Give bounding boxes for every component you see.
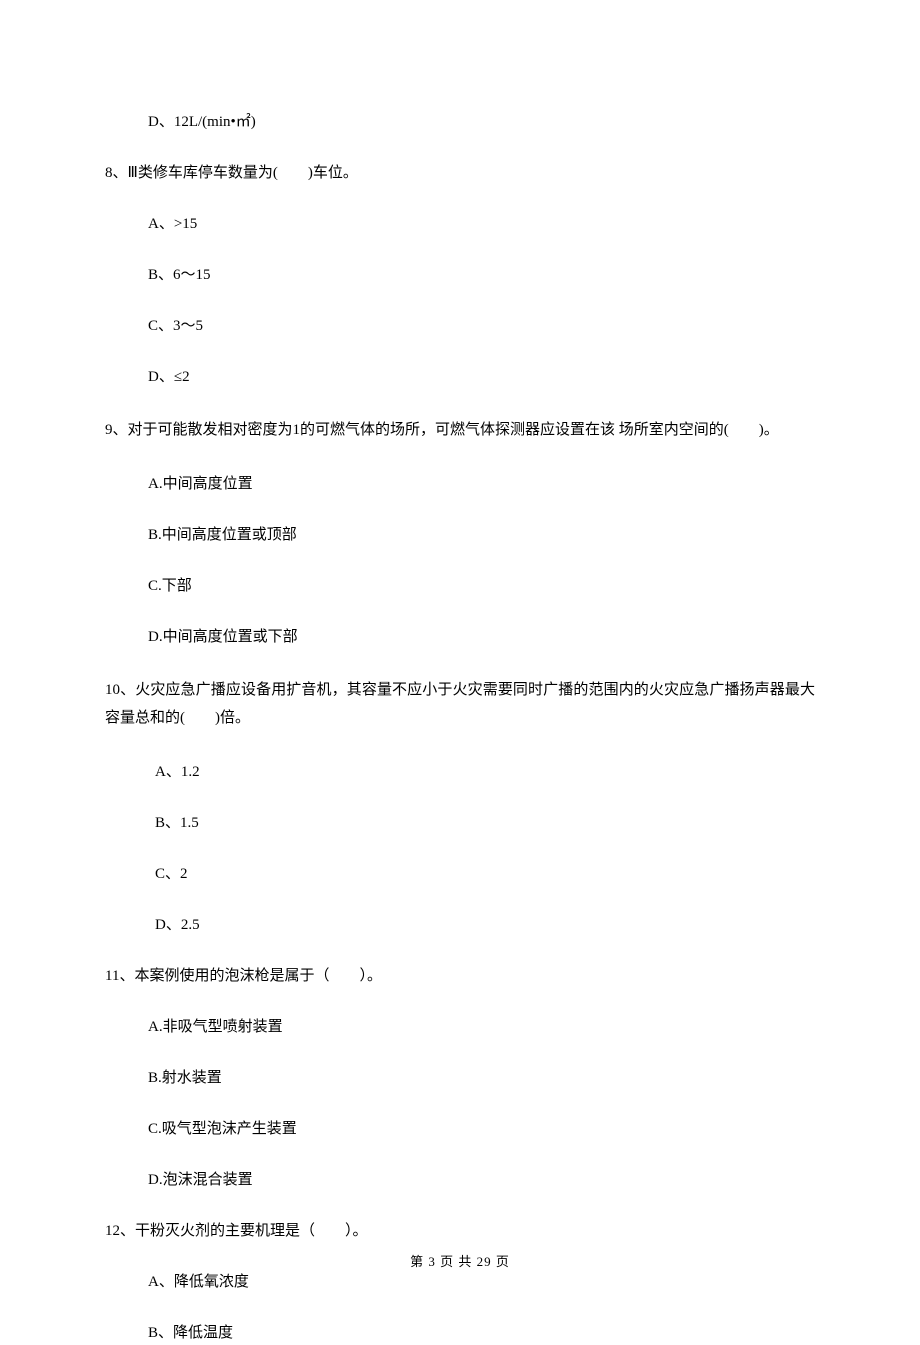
q11-option-d: D.泡沫混合装置 bbox=[105, 1168, 815, 1192]
q10-option-b: B、1.5 bbox=[105, 811, 815, 835]
q9-option-d: D.中间高度位置或下部 bbox=[105, 625, 815, 649]
q9-option-c: C.下部 bbox=[105, 574, 815, 598]
q8-stem: 8、Ⅲ类修车库停车数量为( )车位。 bbox=[105, 161, 815, 185]
q11-option-c: C.吸气型泡沫产生装置 bbox=[105, 1117, 815, 1141]
document-body: D、12L/(min•㎡) 8、Ⅲ类修车库停车数量为( )车位。 A、>15 B… bbox=[105, 110, 815, 1345]
q8-option-c: C、3～5 bbox=[105, 314, 815, 338]
q10-stem: 10、火灾应急广播应设备用扩音机，其容量不应小于火灾需要同时广播的范围内的火灾应… bbox=[105, 676, 815, 733]
q10-option-d: D、2.5 bbox=[105, 913, 815, 937]
q9-option-b: B.中间高度位置或顶部 bbox=[105, 523, 815, 547]
q9-stem: 9、对于可能散发相对密度为1的可燃气体的场所，可燃气体探测器应设置在该 场所室内… bbox=[105, 416, 815, 445]
q11-option-a: A.非吸气型喷射装置 bbox=[105, 1015, 815, 1039]
q9-option-a: A.中间高度位置 bbox=[105, 472, 815, 496]
q11-option-b: B.射水装置 bbox=[105, 1066, 815, 1090]
q8-option-b: B、6～15 bbox=[105, 263, 815, 287]
q8-option-d: D、≤2 bbox=[105, 365, 815, 389]
q11-stem: 11、本案例使用的泡沫枪是属于（ ）。 bbox=[105, 964, 815, 988]
q7-option-d: D、12L/(min•㎡) bbox=[105, 110, 815, 134]
q10-option-c: C、2 bbox=[105, 862, 815, 886]
q12-option-a: A、降低氧浓度 bbox=[105, 1270, 815, 1294]
q10-option-a: A、1.2 bbox=[105, 760, 815, 784]
q12-option-b: B、降低温度 bbox=[105, 1321, 815, 1345]
q12-stem: 12、干粉灭火剂的主要机理是（ ）。 bbox=[105, 1219, 815, 1243]
q8-option-a: A、>15 bbox=[105, 212, 815, 236]
page-footer: 第 3 页 共 29 页 bbox=[0, 1251, 920, 1270]
